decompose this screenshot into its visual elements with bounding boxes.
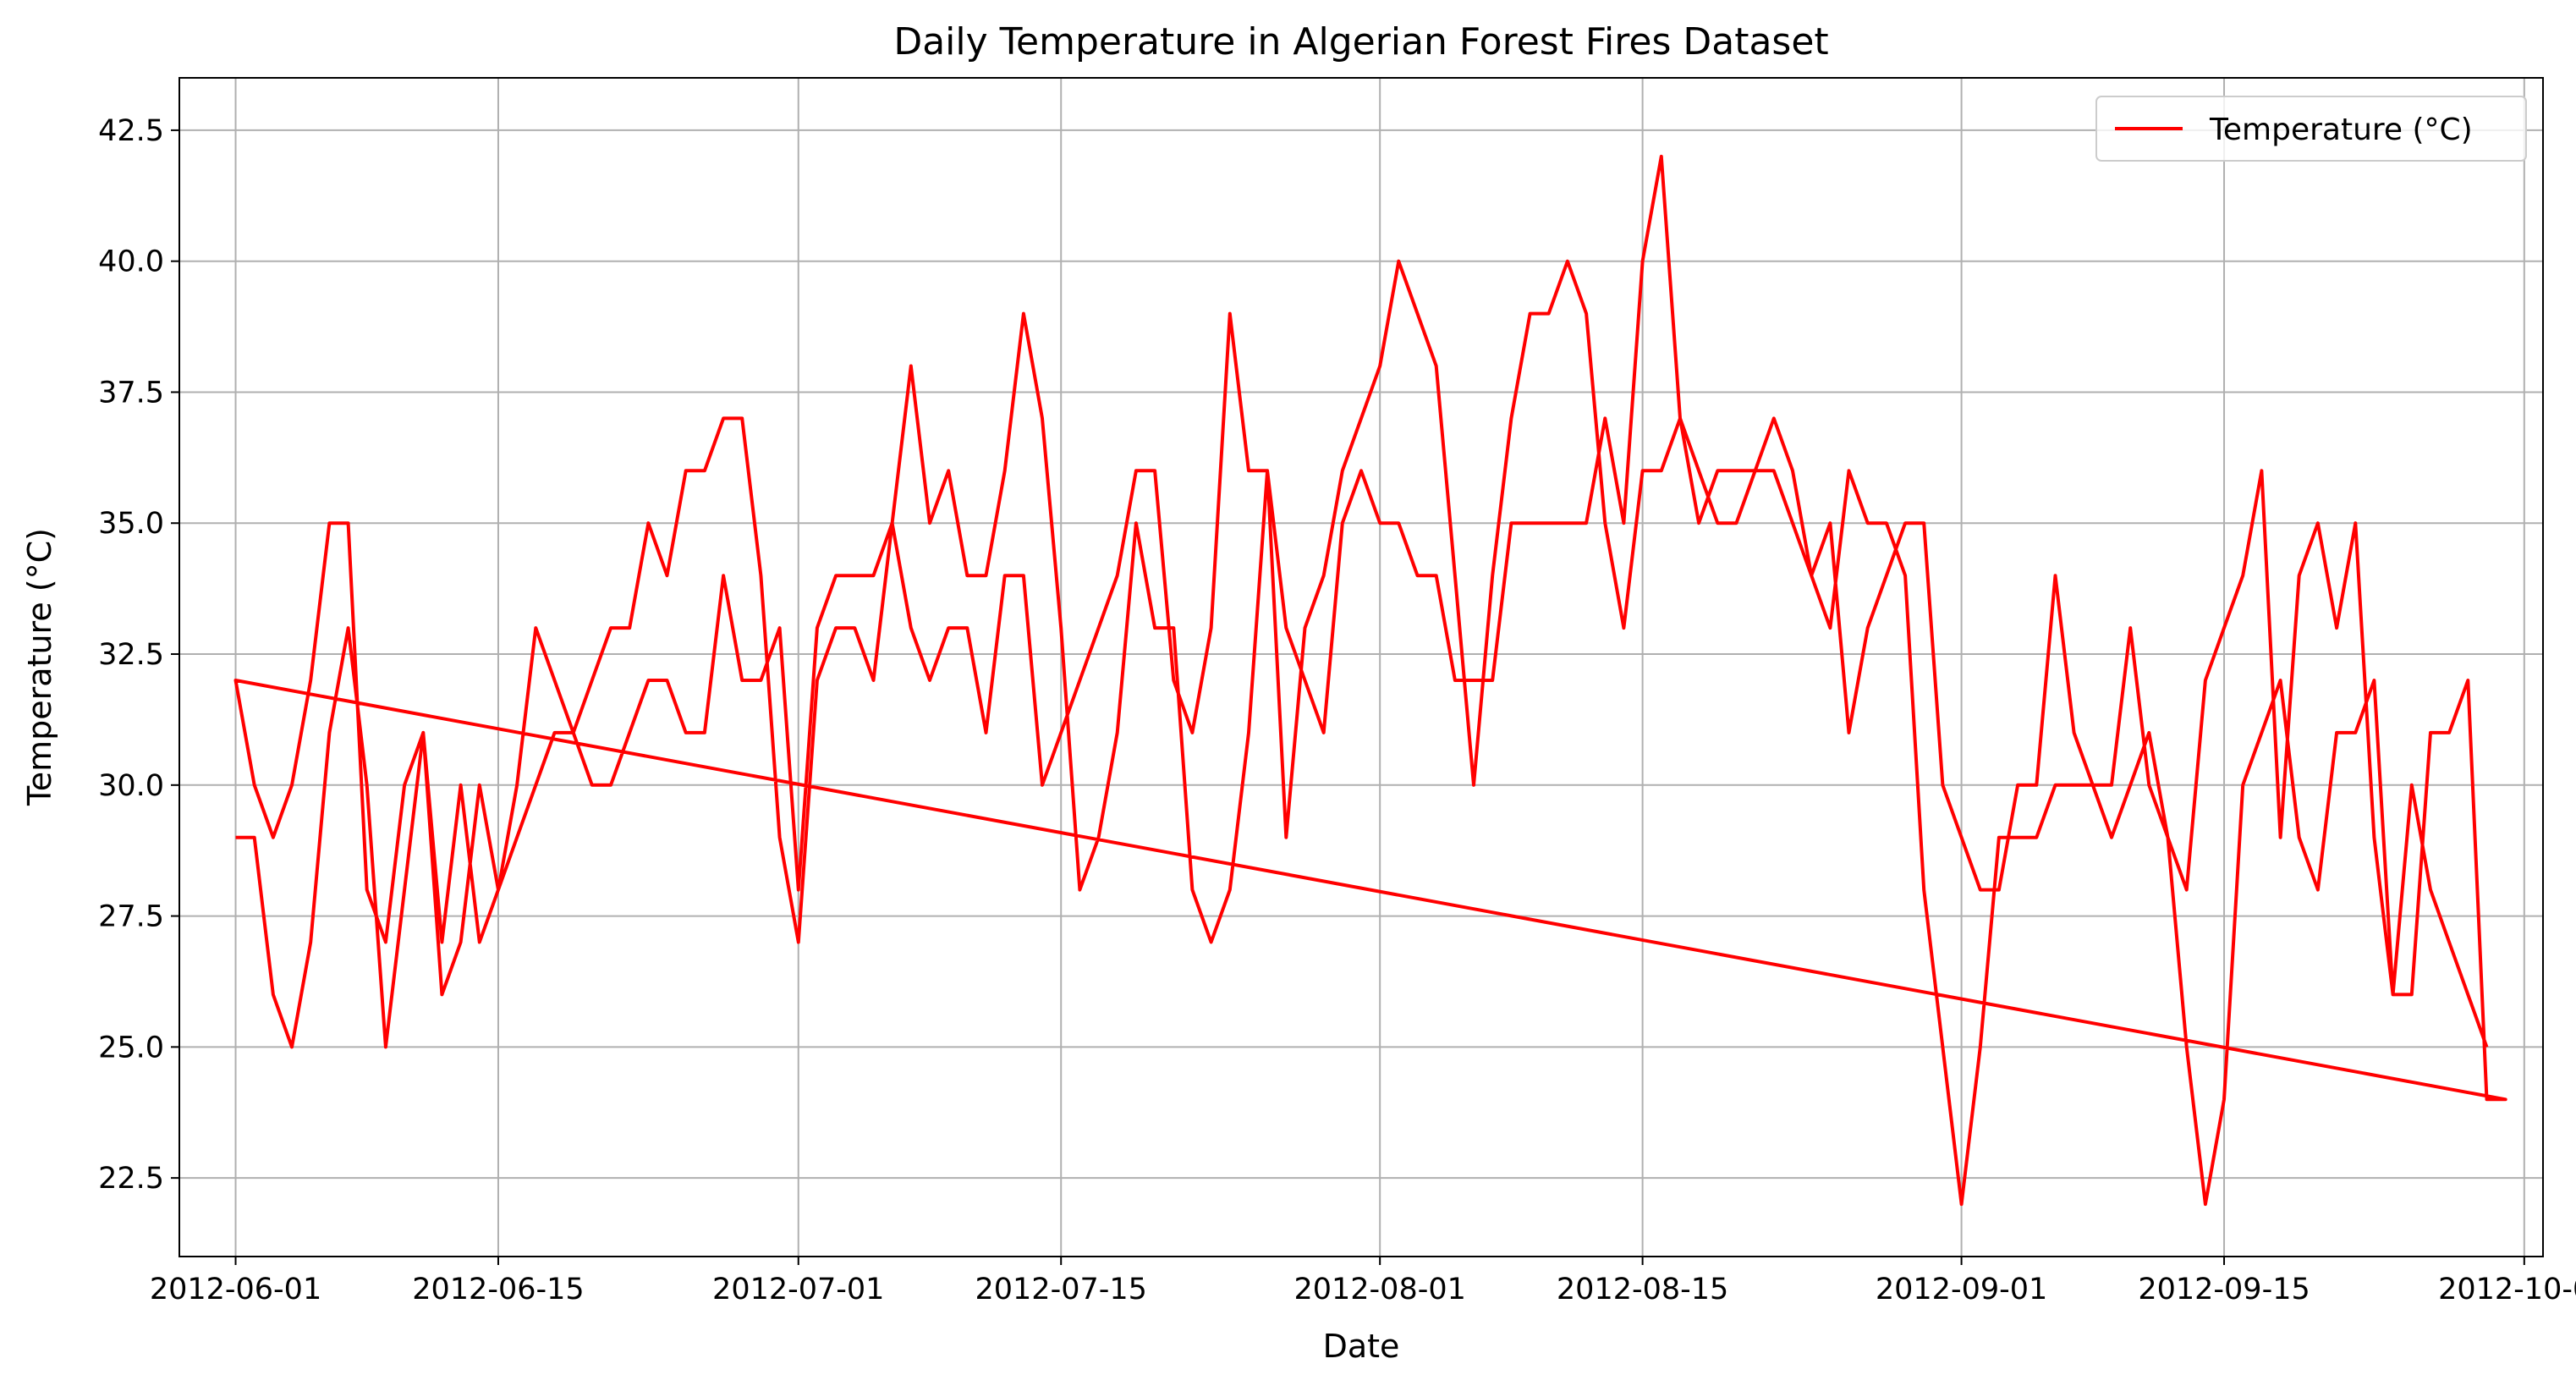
y-tick-label: 22.5 [98, 1162, 164, 1196]
x-tick-label: 2012-09-15 [2138, 1273, 2310, 1306]
y-tick-label: 35.0 [98, 507, 164, 541]
y-tick-label: 40.0 [98, 245, 164, 279]
y-tick-label: 25.0 [98, 1031, 164, 1064]
chart-title: Daily Temperature in Algerian Forest Fir… [893, 20, 1828, 63]
x-tick-label: 2012-08-01 [1293, 1273, 1465, 1306]
y-tick-label: 30.0 [98, 769, 164, 803]
x-tick-label: 2012-09-01 [1876, 1273, 2047, 1306]
x-axis-ticks: 2012-06-01 2012-06-15 2012-07-01 2012-07-15… [150, 1257, 2576, 1306]
y-tick-label: 27.5 [98, 900, 164, 934]
x-tick-label: 2012-07-01 [712, 1273, 884, 1306]
x-axis-label: Date [1323, 1328, 1400, 1365]
legend-box [2095, 96, 2527, 162]
grid-lines [179, 78, 2543, 1257]
x-tick-label: 2012-08-15 [1557, 1273, 1728, 1306]
series-layer [233, 154, 2507, 1207]
legend-label-temperature: Temperature (°C) [2209, 113, 2473, 147]
x-tick-label: 2012-06-01 [150, 1273, 321, 1306]
plot-area-background [179, 78, 2543, 1257]
y-tick-label: 42.5 [98, 114, 164, 148]
series-line-temperature [233, 154, 2507, 1207]
x-tick-label: 2012-07-15 [975, 1273, 1147, 1306]
plot-frame [179, 77, 2544, 1257]
x-tick-label: 2012-06-15 [412, 1273, 584, 1306]
y-axis-label: Temperature (°C) [21, 528, 58, 806]
y-tick-label: 37.5 [98, 376, 164, 410]
x-tick-label: 2012-10-01 [2438, 1273, 2576, 1306]
legend: Temperature (°C) [2095, 96, 2527, 162]
y-axis-ticks: 22.5 25.0 27.5 30.0 32.5 35.0 37.5 40.0 42.5 [98, 114, 179, 1196]
y-tick-label: 32.5 [98, 638, 164, 672]
